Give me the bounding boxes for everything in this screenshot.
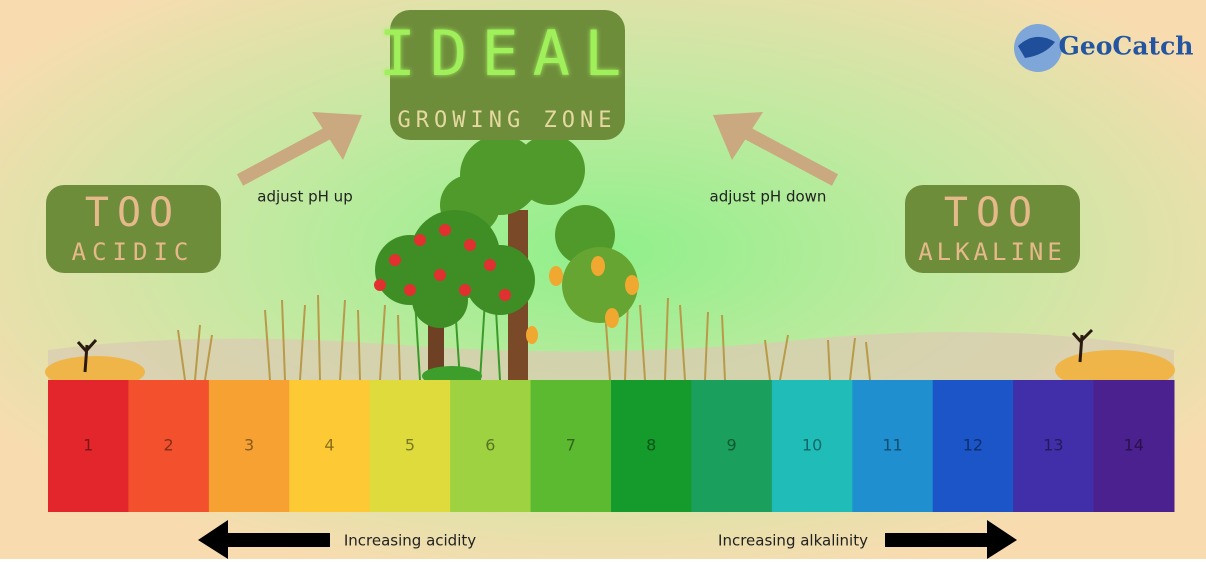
adjust-up-label: adjust pH up [257, 188, 352, 206]
ph-label: 5 [405, 436, 415, 455]
acidity-label: Increasing acidity [344, 532, 476, 550]
acidic-top: TOO [85, 190, 181, 236]
ph-label: 12 [963, 436, 983, 455]
logo-text: GeoCatch [1059, 32, 1194, 61]
ph-label: 8 [646, 436, 656, 455]
ph-label: 9 [727, 436, 737, 455]
ph-label: 4 [324, 436, 334, 455]
ph-label: 10 [802, 436, 822, 455]
infographic: IDEAL GROWING ZONE TOO ACIDIC TOO ALKALI… [0, 0, 1206, 559]
ph-label: 1 [83, 436, 93, 455]
ph-label: 13 [1043, 436, 1063, 455]
acidic-bottom: ACIDIC [72, 238, 195, 266]
ph-label: 11 [882, 436, 902, 455]
ph-label: 3 [244, 436, 254, 455]
alkaline-top: TOO [944, 190, 1040, 236]
ph-label: 7 [566, 436, 576, 455]
alkaline-bottom: ALKALINE [918, 238, 1066, 266]
adjust-down-label: adjust pH down [710, 188, 827, 206]
ideal-title: IDEAL [379, 17, 636, 90]
ph-label: 6 [485, 436, 495, 455]
ph-label: 2 [164, 436, 174, 455]
alkalinity-label: Increasing alkalinity [718, 532, 868, 550]
ph-label: 14 [1124, 436, 1144, 455]
ideal-subtitle: GROWING ZONE [398, 108, 617, 133]
